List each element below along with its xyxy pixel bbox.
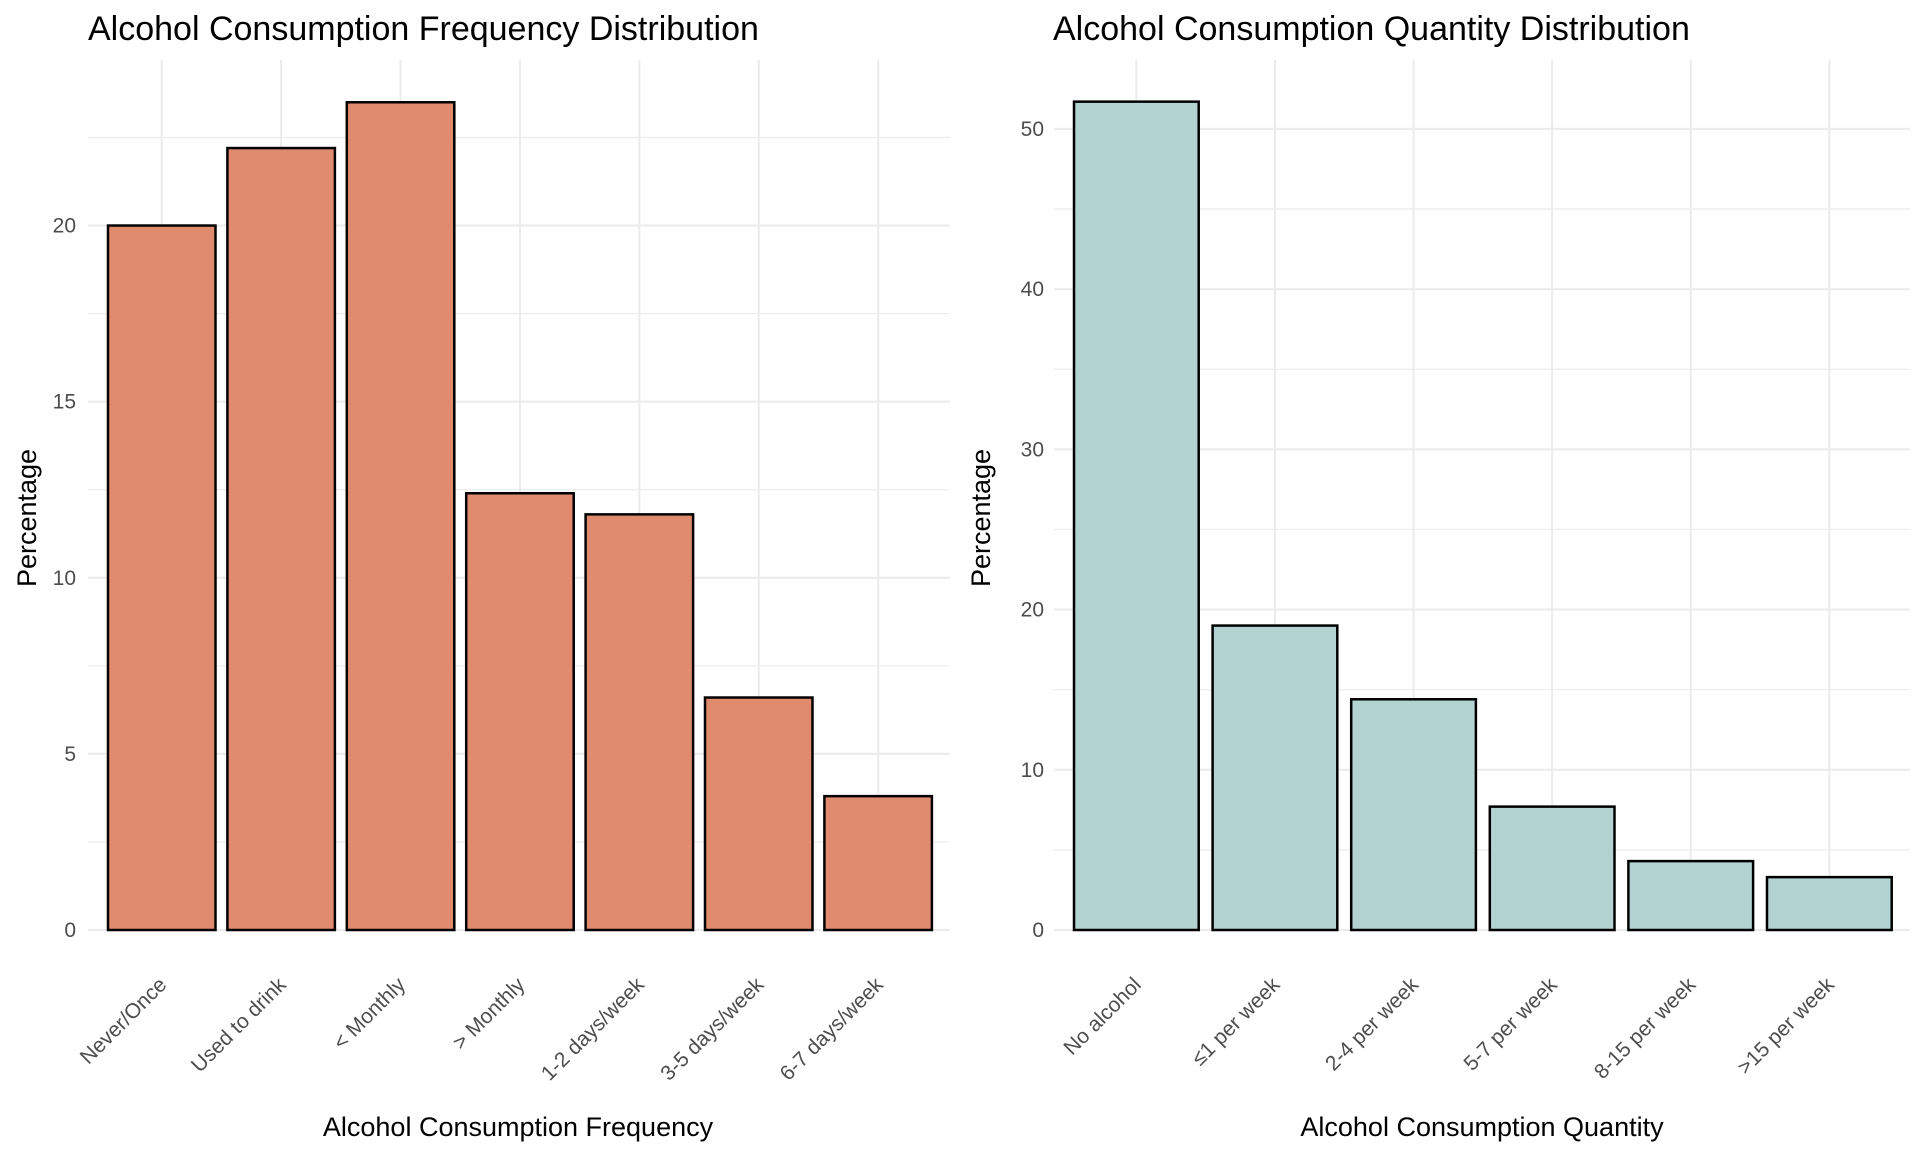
y-tick-label: 50	[1021, 118, 1044, 141]
quantity-x-axis: No alcohol ≤1 per week 2-4 per week 5-7 per…	[1059, 973, 1839, 1084]
x-tick-label-15-per-week: >15 per week	[1733, 973, 1839, 1079]
x-tick-label-no-alcohol: No alcohol	[1059, 973, 1145, 1059]
quantity-bar-2-4-per-week	[1349, 698, 1478, 932]
x-tick-label-1-2-days-week: 1-2 days/week	[537, 973, 649, 1085]
quantity-chart-title: Alcohol Consumption Quantity Distributio…	[1053, 10, 1690, 48]
y-tick-label: 40	[1021, 278, 1044, 301]
frequency-bar-1-2-days-week	[584, 513, 695, 932]
frequency-bar-6-7-days-week	[823, 794, 934, 932]
y-tick-label: 10	[1021, 759, 1044, 782]
quantity-y-axis: 0 10 20 30 40 50	[1021, 118, 1044, 942]
x-tick-label-2-4-per-week: 2-4 per week	[1321, 973, 1423, 1075]
y-tick-label: 15	[53, 391, 76, 414]
quantity-chart-panel: 0 10 20 30 40 50 No alcohol ≤1 per week 2-4 per…	[960, 0, 1920, 1152]
y-tick-label: 20	[53, 215, 76, 238]
quantity-bar-no-alcohol	[1072, 100, 1200, 932]
x-tick-label-5-7-per-week: 5-7 per week	[1460, 973, 1562, 1075]
quantity-bars	[1072, 100, 1893, 932]
x-tick-label-used-to-drink: Used to drink	[187, 973, 291, 1077]
frequency-x-axis: Never/Once Used to drink < Monthly > Monthl…	[76, 973, 888, 1085]
frequency-bar-never-once	[106, 224, 217, 932]
frequency-bar-monthly	[464, 491, 575, 932]
y-tick-label: 0	[64, 919, 76, 942]
frequency-bar-chart: 0 5 10 15 20 Never/Once Used to drink < Monthl…	[12, 10, 950, 1142]
frequency-bar-monthly	[345, 101, 456, 932]
quantity-bar-15-per-week	[1765, 875, 1893, 932]
frequency-bar-3-5-days-week	[703, 696, 814, 932]
quantity-bar-1-per-week	[1211, 624, 1339, 932]
x-tick-label-6-7-days-week: 6-7 days/week	[776, 973, 888, 1085]
x-tick-label-1-per-week: ≤1 per week	[1187, 973, 1284, 1070]
quantity-bar-5-7-per-week	[1488, 805, 1616, 932]
frequency-y-axis-title: Percentage	[12, 449, 42, 587]
y-tick-label: 10	[53, 567, 76, 590]
frequency-chart-panel: 0 5 10 15 20 Never/Once Used to drink < Monthl…	[12, 10, 950, 1142]
y-tick-label: 30	[1021, 438, 1044, 461]
frequency-x-axis-title: Alcohol Consumption Frequency	[323, 1112, 714, 1142]
frequency-chart-title: Alcohol Consumption Frequency Distributi…	[88, 10, 759, 48]
y-tick-label: 0	[1032, 919, 1044, 942]
x-tick-label-8-15-per-week: 8-15 per week	[1590, 973, 1701, 1084]
frequency-bars	[106, 101, 934, 932]
x-tick-label-never-once: Never/Once	[76, 973, 171, 1068]
quantity-y-axis-title: Percentage	[966, 449, 996, 587]
quantity-bar-8-15-per-week	[1627, 859, 1755, 932]
x-tick-label-3-5-days-week: 3-5 days/week	[656, 973, 768, 1085]
quantity-x-axis-title: Alcohol Consumption Quantity	[1300, 1112, 1664, 1142]
x-tick-label-monthly: < Monthly	[329, 973, 410, 1054]
x-tick-label-monthly: > Monthly	[448, 973, 529, 1054]
quantity-bar-chart: 0 10 20 30 40 50 No alcohol ≤1 per week 2-4 per…	[966, 10, 1910, 1142]
y-tick-label: 5	[64, 743, 76, 766]
frequency-y-axis: 0 5 10 15 20	[53, 215, 76, 942]
frequency-bar-used-to-drink	[226, 146, 337, 932]
y-tick-label: 20	[1021, 599, 1044, 622]
